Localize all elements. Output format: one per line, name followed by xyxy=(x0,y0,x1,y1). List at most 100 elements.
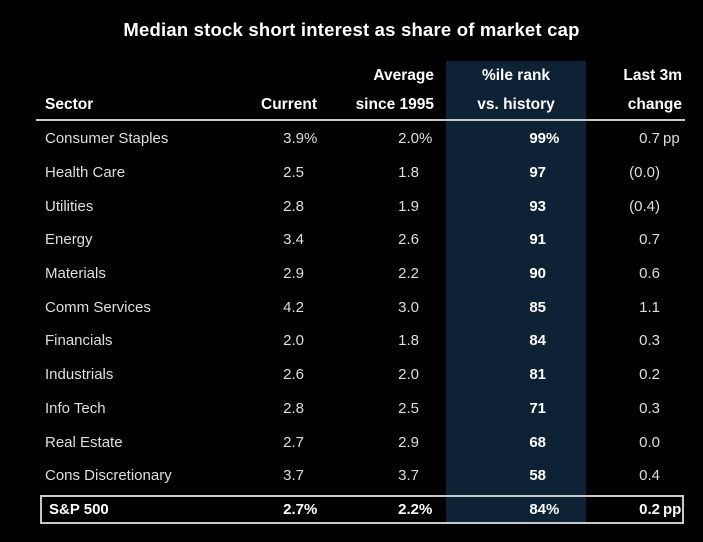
current-value: 2.8 xyxy=(283,197,304,215)
highlight-column-band xyxy=(446,61,586,522)
header-sector-label: Sector xyxy=(45,96,94,113)
average-value: 2.0 xyxy=(398,130,419,148)
sector-name: Financials xyxy=(45,332,113,350)
rank-cell: 71 xyxy=(434,400,560,417)
average-cell: 2.6 xyxy=(317,231,434,248)
change-cell: 0.4 xyxy=(560,467,682,484)
average-cell: 2.2% xyxy=(317,501,434,518)
current-value: 3.7 xyxy=(283,467,304,485)
table-row: Comm Services 4.2 3.0 85 1.1 xyxy=(36,290,686,324)
average-cell: 1.8 xyxy=(317,164,434,181)
table-row: Consumer Staples 3.9% 2.0% 99% 0.7 pp xyxy=(36,122,686,156)
column-header-average: Average since 1995 xyxy=(317,58,434,119)
average-value: 2.2 xyxy=(398,501,419,518)
table-header-row: Sector Current Average since 1995 %ile r… xyxy=(36,58,686,119)
rank-value: 85 xyxy=(529,298,546,316)
table-row: Info Tech 2.8 2.5 71 0.3 xyxy=(36,392,686,426)
sector-name: Comm Services xyxy=(45,298,151,316)
average-value: 2.5 xyxy=(398,399,419,417)
average-cell: 2.0% xyxy=(317,130,434,147)
rank-cell: 84 xyxy=(434,332,560,349)
table-body: Consumer Staples 3.9% 2.0% 99% 0.7 pp Hea… xyxy=(36,122,686,493)
change-value: 0.2 xyxy=(639,366,660,384)
change-value: 0.7 xyxy=(639,130,660,148)
column-header-sector: Sector xyxy=(36,58,250,119)
rank-value: 97 xyxy=(529,164,546,182)
current-cell: 3.9% xyxy=(250,130,317,147)
sector-name: Info Tech xyxy=(45,399,106,417)
rank-cell: 93 xyxy=(434,198,560,215)
change-value: 0.6 xyxy=(639,265,660,283)
rank-cell: 97 xyxy=(434,164,560,181)
header-divider xyxy=(36,119,685,121)
rank-cell: 85 xyxy=(434,299,560,316)
average-value: 3.7 xyxy=(398,467,419,485)
current-cell: 3.7 xyxy=(250,467,317,484)
average-cell: 1.9 xyxy=(317,198,434,215)
change-value: 0.0 xyxy=(639,433,660,451)
current-cell: 2.6 xyxy=(250,366,317,383)
current-value: 4.2 xyxy=(283,298,304,316)
column-header-percentile-rank: %ile rank vs. history xyxy=(434,58,586,119)
table-row: Health Care 2.5 1.8 97 (0.0) xyxy=(36,156,686,190)
sector-name: Materials xyxy=(45,265,106,283)
rank-value: 91 xyxy=(529,231,546,249)
current-cell: 2.8 xyxy=(250,400,317,417)
change-value: (0.0) xyxy=(629,164,660,182)
current-cell: 2.8 xyxy=(250,198,317,215)
column-header-current: Current xyxy=(250,58,317,119)
change-value: 0.3 xyxy=(639,399,660,417)
average-cell: 3.7 xyxy=(317,467,434,484)
header-change-line2: change xyxy=(627,96,682,113)
change-cell: 1.1 xyxy=(560,299,682,316)
current-value: 2.0 xyxy=(283,332,304,350)
rank-value: 58 xyxy=(529,467,546,485)
rank-cell: 84% xyxy=(434,501,560,518)
current-cell: 4.2 xyxy=(250,299,317,316)
current-value: 2.7 xyxy=(283,433,304,451)
change-cell: 0.6 xyxy=(560,265,682,282)
change-value: 0.3 xyxy=(639,332,660,350)
table-row: Materials 2.9 2.2 90 0.6 xyxy=(36,257,686,291)
change-unit: pp xyxy=(663,501,682,518)
change-value: 0.7 xyxy=(639,231,660,249)
average-value: 1.8 xyxy=(398,332,419,350)
sector-name: Energy xyxy=(45,231,93,249)
average-cell: 2.2 xyxy=(317,265,434,282)
change-cell: 0.7 pp xyxy=(560,130,682,147)
table-row: Cons Discretionary 3.7 3.7 58 0.4 xyxy=(36,459,686,493)
rank-cell: 81 xyxy=(434,366,560,383)
change-cell: 0.3 xyxy=(560,332,682,349)
average-value: 1.9 xyxy=(398,197,419,215)
sector-name: Health Care xyxy=(45,164,126,182)
change-cell: (0.4) xyxy=(560,198,682,215)
sector-name: Utilities xyxy=(45,197,94,215)
rank-value: 93 xyxy=(529,197,546,215)
current-value: 3.4 xyxy=(283,231,304,249)
change-value: 1.1 xyxy=(639,298,660,316)
rank-cell: 90 xyxy=(434,265,560,282)
rank-value: 81 xyxy=(529,366,546,384)
average-value: 1.8 xyxy=(398,164,419,182)
table-row: Industrials 2.6 2.0 81 0.2 xyxy=(36,358,686,392)
current-unit: % xyxy=(304,501,318,518)
header-rank-line1: %ile rank xyxy=(481,67,551,84)
average-unit: % xyxy=(419,501,433,518)
current-unit: % xyxy=(304,130,318,148)
rank-cell: 91 xyxy=(434,231,560,248)
rank-value: 71 xyxy=(529,399,546,417)
rank-unit: % xyxy=(546,501,560,518)
average-value: 2.2 xyxy=(398,265,419,283)
header-change-line1: Last 3m xyxy=(623,67,682,84)
current-value: 2.6 xyxy=(283,366,304,384)
table-row: Real Estate 2.7 2.9 68 0.0 xyxy=(36,425,686,459)
current-value: 2.5 xyxy=(283,164,304,182)
change-value: 0.2 xyxy=(639,501,660,518)
current-cell: 3.4 xyxy=(250,231,317,248)
rank-value: 68 xyxy=(529,433,546,451)
table-row: Financials 2.0 1.8 84 0.3 xyxy=(36,324,686,358)
change-cell: 0.3 xyxy=(560,400,682,417)
header-average-line2: since 1995 xyxy=(355,96,434,113)
average-cell: 3.0 xyxy=(317,299,434,316)
